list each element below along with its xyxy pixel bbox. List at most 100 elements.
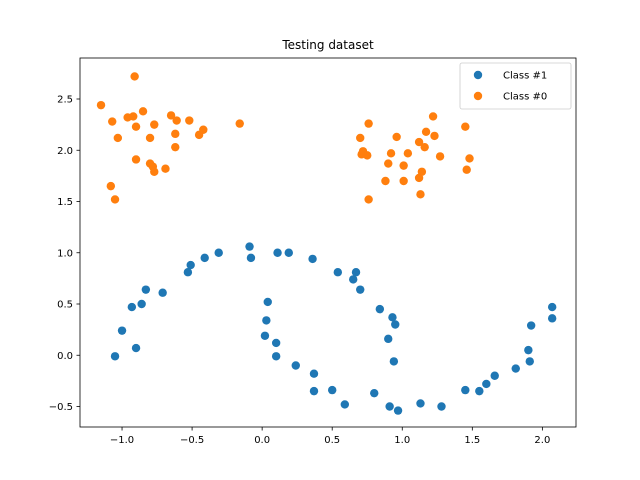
point-class0 [172,116,181,125]
point-class0 [416,190,425,199]
point-class1 [183,268,193,277]
point-class1 [340,400,350,409]
plot-frame [79,57,577,428]
point-class0 [96,100,106,110]
point-class1 [437,402,446,411]
x-tick-label: 2.0 [534,435,550,446]
point-class1 [260,331,270,340]
legend: Class #1 Class #0 [459,62,572,110]
point-class1 [137,299,146,309]
point-class1 [263,297,272,307]
point-class1 [308,254,317,264]
point-class1 [214,248,223,257]
point-class1 [547,302,557,312]
point-class0 [430,131,439,141]
point-class1 [273,248,282,257]
point-class1 [131,343,141,353]
x-tick-label: −1.0 [110,435,134,446]
point-class0 [131,122,141,131]
point-class0 [392,132,401,142]
point-class0 [384,159,393,168]
point-class1 [291,361,300,370]
point-class0 [386,149,396,158]
legend-box [459,62,572,110]
point-class1 [110,352,120,361]
point-class0 [381,176,390,186]
point-class0 [461,122,470,131]
point-class0 [364,119,373,128]
point-class0 [110,195,120,204]
point-class1 [246,253,256,263]
point-class0 [421,127,431,136]
point-class0 [166,111,176,120]
point-class0 [150,120,159,129]
point-class0 [129,112,138,121]
points-layer [96,72,557,415]
point-class1 [351,268,361,277]
point-class1 [385,402,394,411]
point-class1 [141,285,151,294]
point-class0 [364,195,373,204]
point-class0 [171,129,180,139]
point-class1 [388,313,397,322]
point-class1 [200,253,209,263]
point-class0 [150,167,159,176]
point-class1 [490,371,499,380]
x-tick-label: −0.5 [180,435,204,446]
point-class0 [414,137,424,147]
x-tick-label: 0.0 [254,435,270,446]
point-class1 [393,406,403,415]
y-tick-label: 1.0 [57,248,73,259]
point-class0 [138,107,148,116]
point-class0 [108,117,117,126]
point-class0 [399,176,408,186]
point-class1 [511,364,520,373]
point-class1 [375,304,385,314]
point-class0 [199,125,208,134]
point-class1 [127,302,137,312]
y-tick-label: 0.0 [57,351,73,362]
point-class1 [271,338,281,348]
point-class0 [145,133,155,143]
point-class0 [462,165,471,174]
point-class1 [547,314,557,323]
point-class0 [417,167,427,176]
y-tick-label: 0.5 [57,300,73,311]
point-class0 [465,154,474,163]
point-class0 [161,164,170,173]
legend-marker-class1 [473,70,483,80]
y-tick-label: 1.5 [57,197,73,208]
point-class1 [526,321,536,330]
point-class0 [420,142,429,152]
point-class1 [309,386,319,396]
point-class1 [389,357,399,366]
point-class1 [158,288,167,297]
point-class1 [356,285,365,294]
point-class0 [403,149,413,158]
point-class0 [131,155,141,164]
point-class1 [384,334,393,344]
point-class0 [235,119,244,128]
point-class0 [185,116,194,125]
legend-label: Class #0 [503,92,547,103]
point-class1 [525,357,534,366]
point-class1 [370,388,379,398]
point-class1 [475,386,484,396]
point-class0 [363,151,372,160]
x-tick-label: 1.0 [394,435,410,446]
legend-label: Class #1 [503,71,547,82]
point-class1 [416,399,425,408]
x-tick-label: 1.5 [464,435,480,446]
ticks-layer: −1.0 −0.5 0.0 0.5 1.0 1.5 2.0 −0.5 0.0 0.5 1.0 1.5 2… [49,95,551,447]
point-class0 [171,142,180,152]
point-class0 [113,133,123,143]
y-tick-label: 2.0 [57,146,73,157]
point-class1 [117,326,127,335]
point-class1 [391,320,400,329]
legend-marker-class0 [473,91,483,101]
chart-title: Testing dataset [281,38,374,52]
point-class1 [333,268,343,277]
point-class1 [284,248,293,257]
point-class1 [309,369,319,378]
